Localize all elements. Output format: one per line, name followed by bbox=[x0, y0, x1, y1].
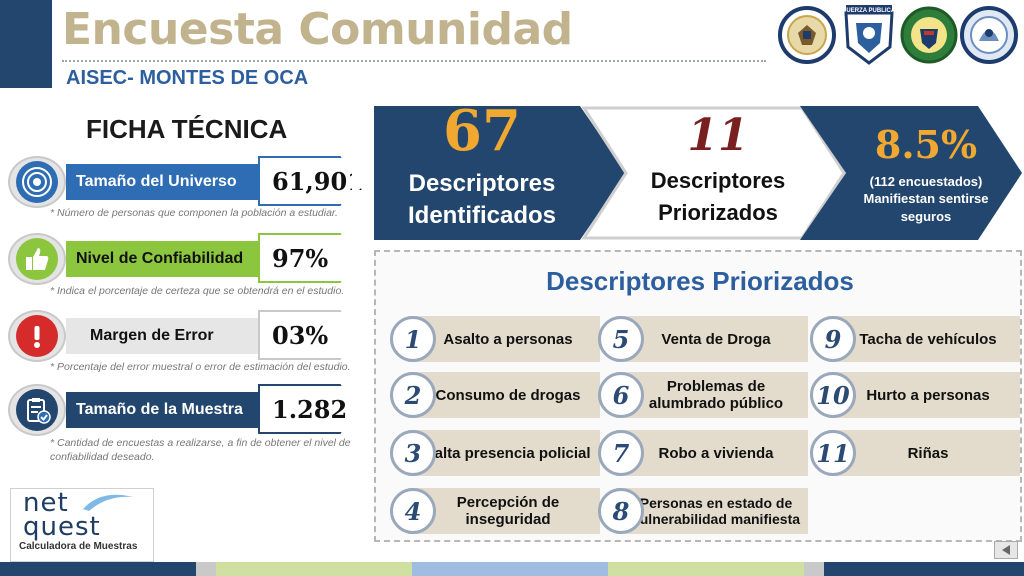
page-title: Encuesta Comunidad bbox=[62, 4, 573, 55]
prioritized-label-2: Priorizados bbox=[658, 200, 778, 225]
descriptor-number: 10 bbox=[810, 372, 856, 418]
stat-margin-error: Margen de Error 03% bbox=[8, 310, 364, 362]
safe-label-3: seguros bbox=[900, 209, 952, 224]
target-circles-icon bbox=[8, 156, 66, 208]
ficha-tecnica-title: FICHA TÉCNICA bbox=[86, 114, 288, 144]
descriptor-label: Consumo de drogas bbox=[408, 372, 600, 418]
descriptor-label: Tacha de vehículos bbox=[828, 316, 1020, 362]
descriptor-label: Hurto a personas bbox=[828, 372, 1020, 418]
descriptor-number: 1 bbox=[390, 316, 436, 362]
stat-note: * Porcentaje del error muestral o error … bbox=[50, 361, 351, 373]
descriptor-number: 8 bbox=[598, 488, 644, 534]
exclamation-icon bbox=[8, 310, 66, 362]
stat-note: * Cantidad de encuestas a realizarse, a … bbox=[50, 437, 351, 463]
descriptor-item: Venta de Droga 5 bbox=[598, 316, 808, 362]
identified-number: 67 bbox=[443, 98, 521, 164]
descriptor-number: 2 bbox=[390, 372, 436, 418]
descriptor-number: 9 bbox=[810, 316, 856, 362]
descriptor-item: Falta presencia policial 3 bbox=[390, 430, 600, 476]
descriptor-item: Robo a vivienda 7 bbox=[598, 430, 808, 476]
descriptor-label: Falta presencia policial bbox=[408, 430, 600, 476]
prioritized-number: 11 bbox=[687, 110, 749, 161]
stat-label: Tamaño del Universo bbox=[66, 164, 260, 200]
descriptor-item: Percepción de inseguridad 4 bbox=[390, 488, 600, 534]
descriptor-label: Robo a vivienda bbox=[616, 430, 808, 476]
safe-percent: 8.5% bbox=[874, 122, 978, 167]
title-divider bbox=[62, 60, 766, 62]
clipboard-check-icon bbox=[8, 384, 66, 436]
stat-universe-size: Tamaño del Universo 61,901 bbox=[8, 156, 364, 208]
descriptores-title: Descriptores Priorizados bbox=[546, 266, 854, 296]
descriptor-number: 3 bbox=[390, 430, 436, 476]
stat-label: Margen de Error bbox=[66, 318, 260, 354]
descriptor-label: Asalto a personas bbox=[408, 316, 600, 362]
descriptor-label: Problemas de alumbrado público bbox=[616, 372, 808, 418]
header-accent-bar bbox=[0, 0, 52, 88]
descriptor-number: 4 bbox=[390, 488, 436, 534]
thumbs-up-icon bbox=[8, 233, 66, 285]
descriptor-number: 11 bbox=[810, 430, 856, 476]
summary-identified: 67 Descriptores Identificados bbox=[374, 98, 626, 240]
prioritized-label-1: Descriptores bbox=[650, 168, 786, 193]
identified-label-1: Descriptores bbox=[408, 170, 556, 197]
descriptores-panel: Descriptores Priorizados Asalto a person… bbox=[374, 250, 1022, 542]
embassy-seal-icon bbox=[778, 3, 836, 67]
safe-label-1: (112 encuestados) bbox=[869, 174, 983, 189]
safe-label-2: Manifiestan sentirse bbox=[863, 191, 989, 206]
summary-prioritized: 11 Descriptores Priorizados bbox=[580, 106, 848, 240]
logo-strip: FUERZA PUBLICA bbox=[778, 3, 1020, 69]
descriptor-item: Riñas 11 bbox=[810, 430, 1020, 476]
descriptor-item: Hurto a personas 10 bbox=[810, 372, 1020, 418]
descriptor-label: Venta de Droga bbox=[616, 316, 808, 362]
police-shield-icon bbox=[900, 3, 958, 67]
descriptor-number: 5 bbox=[598, 316, 644, 362]
descriptor-label: Percepción de inseguridad bbox=[408, 488, 600, 534]
stat-value: 97% bbox=[260, 235, 364, 281]
descriptor-item: Personas en estado de vulnerabilidad man… bbox=[598, 488, 808, 534]
descriptor-number: 6 bbox=[598, 372, 644, 418]
stat-confidence-level: Nivel de Confiabilidad 97% bbox=[8, 233, 364, 285]
descriptor-number: 7 bbox=[598, 430, 644, 476]
summary-safe: 8.5% (112 encuestados) Manifiestan senti… bbox=[800, 106, 1022, 240]
stat-label: Nivel de Confiabilidad bbox=[66, 241, 260, 277]
descriptor-label: Riñas bbox=[828, 430, 1020, 476]
page-subtitle: AISEC- MONTES DE OCA bbox=[66, 67, 309, 89]
stat-note: * Indica el porcentaje de certeza que se… bbox=[50, 285, 345, 297]
descriptor-item: Problemas de alumbrado público 6 bbox=[598, 372, 808, 418]
netquest-logo: net quest Calculadora de Muestras bbox=[10, 488, 154, 562]
svg-text:FUERZA PUBLICA: FUERZA PUBLICA bbox=[843, 8, 896, 14]
netquest-swoosh-icon bbox=[83, 494, 133, 511]
prev-slide-icon bbox=[1002, 545, 1010, 555]
identified-label-2: Identificados bbox=[407, 202, 557, 229]
stat-label: Tamaño de la Muestra bbox=[66, 392, 260, 428]
msp-seal-icon bbox=[960, 3, 1018, 67]
descriptor-item: Asalto a personas 1 bbox=[390, 316, 600, 362]
descriptor-item: Consumo de drogas 2 bbox=[390, 372, 600, 418]
prev-slide-button[interactable] bbox=[994, 541, 1018, 559]
stat-sample-size: Tamaño de la Muestra 1.282 bbox=[8, 384, 364, 436]
footer-strip bbox=[0, 562, 1024, 576]
netquest-caption: Calculadora de Muestras bbox=[19, 541, 138, 552]
stat-value: 1.282 bbox=[260, 386, 364, 432]
descriptor-label: Personas en estado de vulnerabilidad man… bbox=[616, 488, 808, 534]
stat-value: 61,901 bbox=[260, 158, 364, 204]
stat-value: 03% bbox=[260, 312, 364, 358]
stat-note: * Número de personas que componen la pob… bbox=[50, 207, 338, 219]
netquest-wordmark: net quest bbox=[23, 488, 101, 542]
descriptor-item: Tacha de vehículos 9 bbox=[810, 316, 1020, 362]
fuerza-publica-badge-icon: FUERZA PUBLICA bbox=[840, 3, 898, 67]
